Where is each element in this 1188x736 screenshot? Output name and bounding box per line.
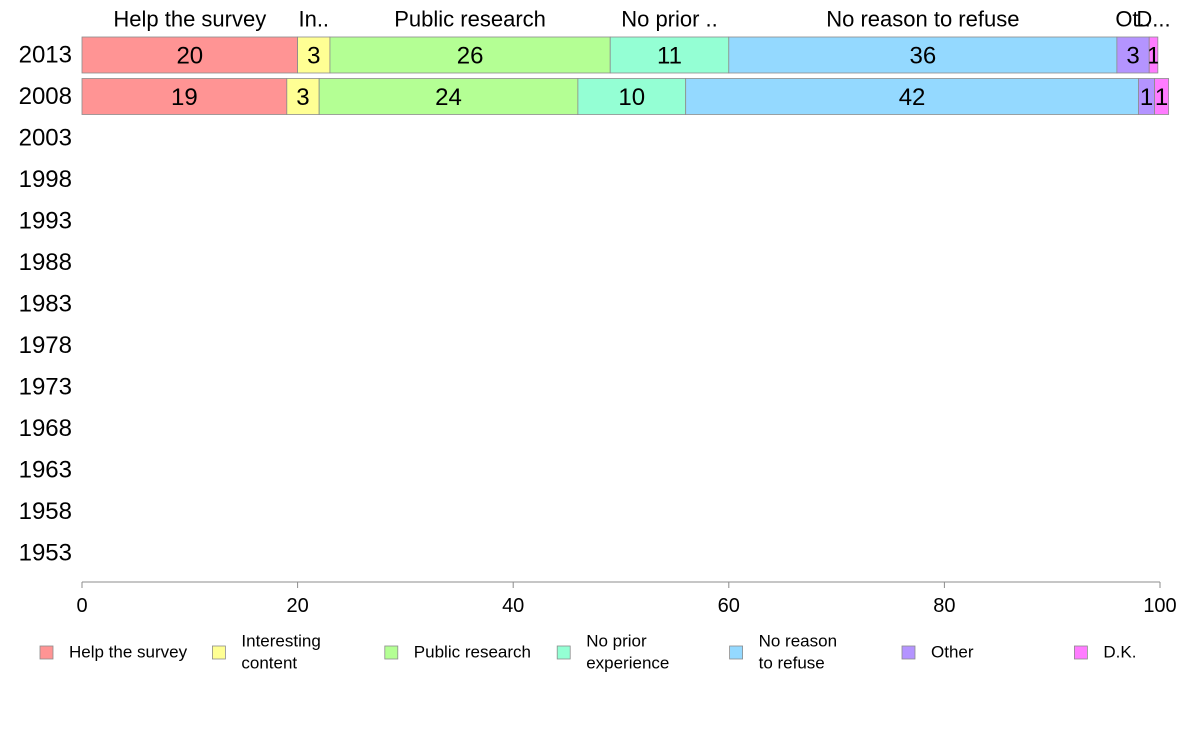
bars: 20 3 26 11 36 3 119 3 24 10 42 1 1 [81, 36, 1170, 115]
x-tick-label: 0 [76, 595, 87, 617]
segment-header-label: Ot.. [1115, 7, 1150, 32]
y-tick-label: 2008 [19, 83, 72, 110]
legend-swatch [901, 645, 916, 660]
data-label: 24 [435, 84, 462, 111]
bar-segment [81, 36, 299, 74]
y-tick-label: 1953 [19, 540, 72, 567]
legend-label: Help the survey [69, 643, 188, 662]
data-label: 1 [1155, 84, 1168, 111]
data-label: 1 [1147, 43, 1160, 70]
y-tick-label: 1998 [19, 166, 72, 193]
segment-header-label: No prior .. [621, 7, 718, 32]
bar-segment [318, 78, 579, 115]
data-label: 10 [618, 84, 645, 111]
segment-header-label: Help the survey [113, 7, 266, 32]
segment-header-label: In.. [298, 7, 329, 32]
data-label: 3 [296, 84, 309, 111]
legend-label: Interesting [241, 632, 320, 651]
bar-segment [685, 78, 1139, 115]
y-tick-label: 1973 [19, 374, 72, 401]
legend-swatch [39, 645, 54, 660]
legend-label: No reason [759, 632, 837, 651]
y-tick-label: 1983 [19, 291, 72, 318]
data-label: 19 [171, 84, 198, 111]
x-tick-label: 20 [286, 595, 308, 617]
x-tick-label: 100 [1143, 595, 1176, 617]
legend-swatch [384, 645, 399, 660]
y-tick-label: 2013 [19, 42, 72, 69]
legend-swatch [556, 645, 571, 660]
data-label: 36 [909, 43, 936, 70]
legend-swatch [211, 645, 226, 660]
bar-segment [728, 36, 1118, 74]
data-label: 3 [307, 43, 320, 70]
y-axis-labels: 2013 2008 2003 1998 1993 1988 1983 1978 1973 1968… [19, 42, 72, 567]
data-label: 11 [657, 43, 682, 70]
y-tick-label: 1978 [19, 332, 72, 359]
legend: Help the survey Interesting content Public … [39, 632, 1136, 673]
x-tick-label: 80 [933, 595, 955, 617]
data-label: 1 [1140, 84, 1153, 111]
bar-segment [1116, 36, 1150, 74]
segment-header-label: Public research [394, 7, 546, 32]
x-axis: 0 20 40 60 80 100 [76, 581, 1177, 617]
legend-label: Other [931, 643, 974, 662]
legend-label: No prior [586, 632, 647, 651]
segment-header-labels: Help the survey In.. Public research No pri… [113, 7, 1170, 32]
segment-header-label: D... [1136, 7, 1170, 32]
data-label: 26 [457, 43, 484, 70]
legend-label: content [241, 654, 297, 673]
y-tick-label: 1958 [19, 498, 72, 525]
bar-segment [81, 78, 288, 115]
legend-swatch [729, 645, 743, 660]
data-label: 20 [176, 43, 203, 70]
y-tick-label: 1988 [19, 249, 72, 276]
y-tick-label: 2003 [19, 125, 72, 152]
x-tick-label: 60 [718, 595, 740, 617]
y-tick-label: 1968 [19, 415, 72, 442]
legend-label: to refuse [759, 654, 825, 673]
bar-segment [609, 36, 730, 74]
data-label: 42 [899, 84, 926, 111]
x-tick-label: 40 [502, 595, 524, 617]
bar-segment [1154, 78, 1170, 115]
legend-label: D.K. [1103, 643, 1136, 662]
bar-segment [1148, 36, 1159, 74]
legend-label: experience [586, 654, 669, 673]
bar-segment [329, 36, 611, 74]
bar-segment [297, 36, 331, 74]
data-label: 3 [1126, 43, 1139, 70]
y-tick-label: 1993 [19, 208, 72, 235]
segment-header-label: No reason to refuse [826, 7, 1019, 32]
legend-swatch [1074, 645, 1088, 660]
y-tick-label: 1963 [19, 457, 72, 484]
legend-label: Public research [414, 643, 531, 662]
